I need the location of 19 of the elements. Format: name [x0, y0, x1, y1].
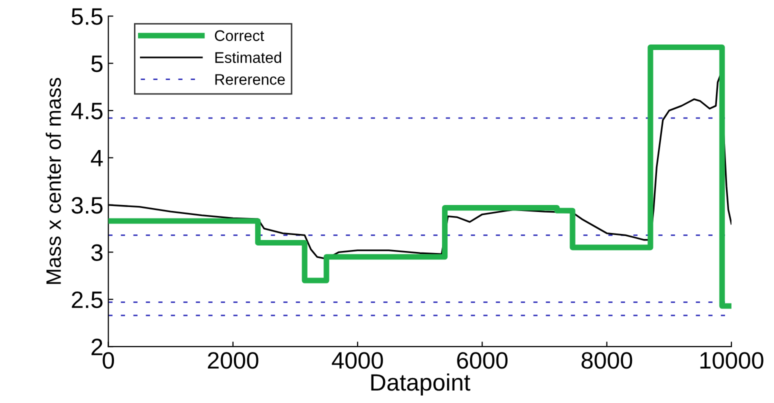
y-tick-label: 3.5 — [72, 197, 103, 214]
y-tick-label: 2 — [92, 338, 102, 356]
x-tick-label: 0 — [102, 352, 114, 369]
x-tick-label: 6000 — [457, 352, 508, 369]
y-axis-title: Mass x center of mass — [46, 78, 62, 284]
legend-label: Correct — [214, 30, 264, 42]
legend-label: Estimated — [215, 52, 282, 63]
x-tick-label: 4000 — [332, 352, 383, 369]
x-tick-label: 10000 — [700, 352, 764, 369]
legend-label: Rererence — [215, 74, 285, 85]
x-axis-title: Datapoint — [371, 373, 470, 396]
y-tick-label: 2.5 — [72, 291, 103, 308]
y-tick-label: 5 — [91, 56, 103, 72]
x-tick-label: 2000 — [208, 352, 258, 369]
y-tick-label: 4.5 — [71, 102, 103, 120]
y-tick-label: 3 — [91, 244, 102, 261]
y-tick-label: 5.5 — [72, 8, 103, 25]
x-tick-label: 8000 — [582, 352, 632, 369]
y-tick-label: 4 — [90, 150, 103, 166]
